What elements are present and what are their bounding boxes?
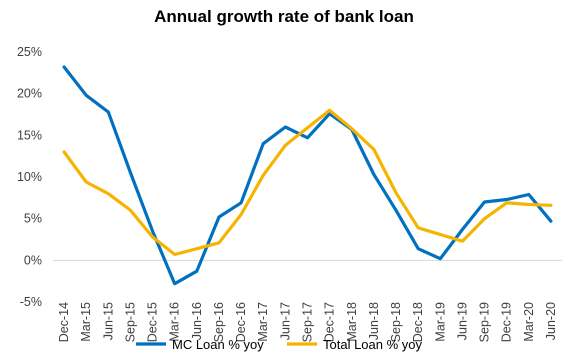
y-tick-label: 20%	[17, 87, 42, 101]
axes: 25% 20% 15% 10% 5% 0% -5% Dec-14 Mar-15 Jun-15 Sep…	[17, 45, 562, 342]
y-tick-label: -5%	[20, 295, 42, 309]
x-tick-label: Dec-19	[500, 302, 514, 342]
series-line-mc-loan	[62, 65, 553, 286]
x-tick-label: Jun-18	[367, 302, 381, 340]
series-line-total-loan	[62, 108, 553, 257]
x-tick-label: Sep-18	[389, 302, 403, 342]
x-tick-label: Jun-16	[190, 302, 204, 340]
x-tick-label: Mar-15	[79, 302, 93, 342]
series-lines	[62, 65, 553, 286]
y-tick-label: 15%	[17, 128, 42, 142]
chart-title: Annual growth rate of bank loan	[154, 7, 414, 26]
x-tick-label: Sep-15	[123, 302, 137, 342]
x-tick-label: Dec-17	[323, 302, 337, 342]
legend-label: Total Loan % yoy	[323, 337, 423, 352]
legend: MC Loan % yoy Total Loan % yoy	[136, 337, 423, 352]
x-tick-label: Mar-18	[345, 302, 359, 342]
x-tick-label: Jun-20	[544, 302, 558, 340]
x-tick-label: Sep-17	[301, 302, 315, 342]
x-tick-label: Sep-16	[212, 302, 226, 342]
x-tick-label: Dec-15	[146, 302, 160, 342]
x-tick-label: Mar-19	[433, 302, 447, 342]
x-tick-label: Sep-19	[478, 302, 492, 342]
x-tick-label: Mar-17	[256, 302, 270, 342]
x-tick-label: Jun-19	[455, 302, 469, 340]
y-tick-label: 5%	[24, 212, 42, 226]
y-tick-label: 25%	[17, 45, 42, 59]
y-tick-label: 10%	[17, 170, 42, 184]
x-tick-label: Jun-17	[278, 302, 292, 340]
x-tick-label: Jun-15	[101, 302, 115, 340]
y-tick-label: 0%	[24, 253, 42, 267]
x-tick-label: Mar-20	[522, 302, 536, 342]
x-tick-label: Dec-16	[234, 302, 248, 342]
x-tick-label: Dec-18	[411, 302, 425, 342]
x-tick-label: Dec-14	[57, 302, 71, 342]
x-tick-label: Mar-16	[168, 302, 182, 342]
legend-label: MC Loan % yoy	[172, 337, 264, 352]
